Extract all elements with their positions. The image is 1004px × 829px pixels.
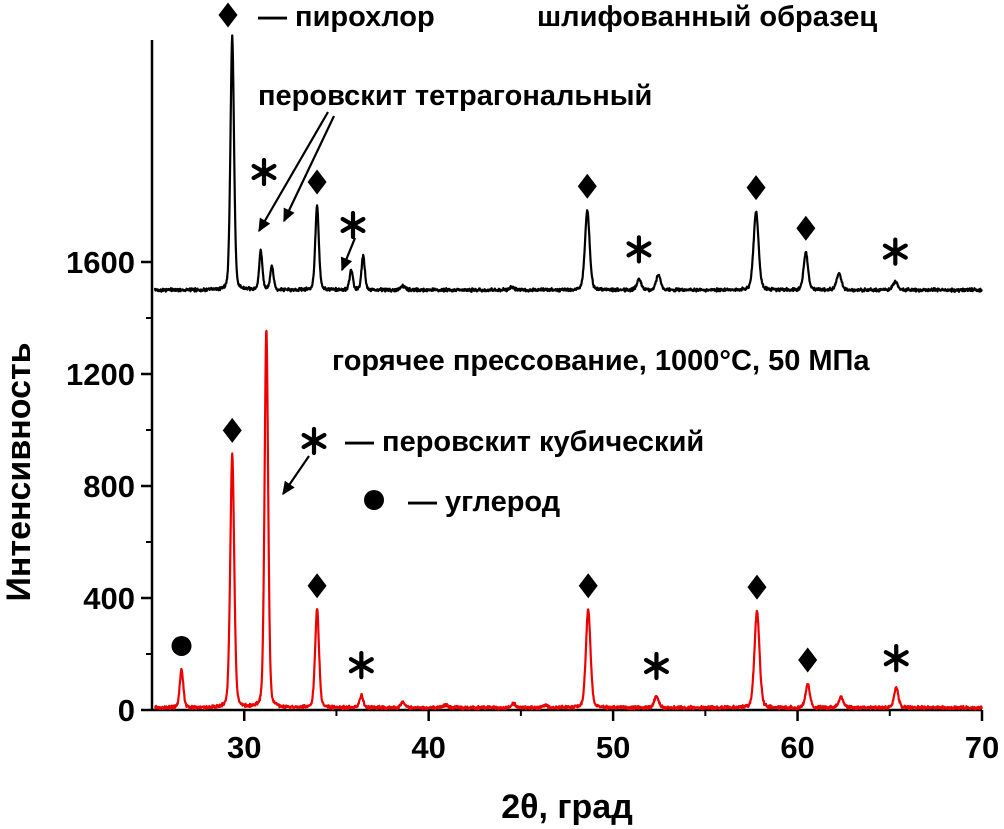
diamond-marker-polished: [307, 169, 327, 195]
diamond-marker-hot-pressed: [578, 573, 598, 599]
title-polished: шлифованный образец: [537, 1, 877, 33]
diamond-marker-hot-pressed: [747, 574, 767, 600]
legend-perovskite-cubic-symbol: [301, 426, 327, 456]
xrd-trace-hot-pressed: [154, 329, 983, 711]
legend-pyrochlore-label: — пирохлор: [258, 1, 435, 33]
tetragonal-star-2: [340, 210, 366, 240]
y-tick-label: 0: [118, 693, 135, 728]
x-tick-label: 60: [780, 730, 814, 765]
y-tick-label: 800: [83, 469, 135, 504]
asterisk-marker-polished: [626, 235, 652, 264]
legend-pyrochlore-symbol: [218, 2, 238, 28]
y-tick-label: 400: [83, 581, 135, 616]
diamond-marker-hot-pressed: [222, 417, 242, 443]
arrow-tetragonal-1: [258, 111, 329, 233]
label-perovskite-tetragonal: перовскит тетрагональный: [258, 80, 652, 112]
x-tick-label: 30: [227, 730, 261, 765]
asterisk-marker-hot-pressed: [348, 651, 374, 680]
xrd-trace-polished: [153, 34, 983, 293]
diamond-marker-hot-pressed: [798, 647, 818, 673]
legend-carbon-symbol: [364, 490, 384, 510]
diamond-marker-polished: [796, 215, 816, 241]
y-tick-label: 1200: [66, 357, 135, 392]
x-tick-label: 40: [411, 730, 445, 765]
diamond-marker-polished: [746, 175, 766, 201]
x-tick-label: 70: [965, 730, 999, 765]
asterisk-marker-hot-pressed: [643, 651, 669, 681]
circle-marker-hot-pressed: [171, 635, 192, 656]
arrow-tetragonal-3: [340, 237, 357, 272]
x-axis-title: 2θ, град: [501, 788, 633, 826]
asterisk-marker-hot-pressed: [883, 644, 909, 673]
diamond-marker-hot-pressed: [307, 573, 327, 599]
x-tick-label: 50: [596, 730, 630, 765]
tetragonal-star-1: [251, 157, 277, 187]
diamond-marker-polished: [577, 173, 597, 199]
arrow-cubic: [282, 455, 310, 496]
y-axis-title: Интенсивность: [0, 342, 38, 601]
arrow-tetragonal-2: [283, 115, 335, 223]
legend-perovskite-cubic-label: — перовскит кубический: [345, 426, 704, 458]
asterisk-marker-polished: [882, 237, 908, 266]
y-tick-label: 1600: [66, 245, 135, 280]
legend-carbon-label: — углерод: [408, 486, 560, 518]
title-hot-pressed: горячее прессование, 1000°C, 50 МПа: [332, 345, 870, 377]
